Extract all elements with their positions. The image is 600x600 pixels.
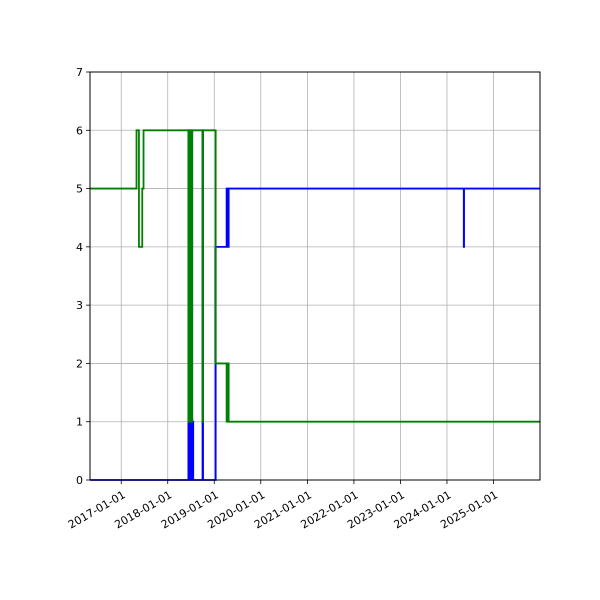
series-group bbox=[90, 129, 540, 481]
y-tick-label: 3 bbox=[76, 299, 83, 312]
y-tick-label: 5 bbox=[76, 183, 83, 196]
y-tick-label: 6 bbox=[76, 124, 83, 137]
series-line-2 bbox=[90, 129, 540, 423]
y-tick-label: 0 bbox=[76, 474, 83, 487]
plot-frame bbox=[89, 71, 541, 481]
y-tick-label: 1 bbox=[76, 416, 83, 429]
y-tick-label: 2 bbox=[76, 357, 83, 370]
y-tick-label: 7 bbox=[76, 66, 83, 79]
y-tick-label: 4 bbox=[76, 241, 83, 254]
